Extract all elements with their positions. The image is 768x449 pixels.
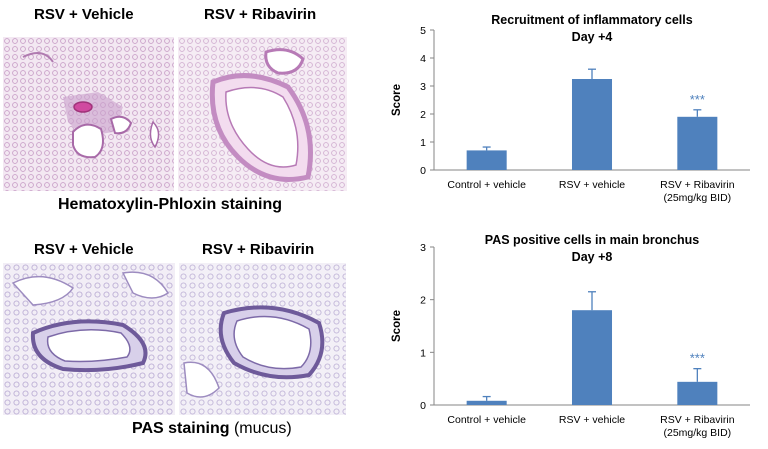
chart-title: Recruitment of inflammatory cells xyxy=(491,13,692,27)
y-tick-label: 5 xyxy=(420,25,426,37)
y-tick-label: 1 xyxy=(420,347,426,359)
chart-subtitle: Day +8 xyxy=(572,250,613,264)
x-tick-label: RSV + vehicle xyxy=(559,414,625,426)
bar xyxy=(571,79,613,170)
x-tick-label: RSV + vehicle xyxy=(559,179,625,191)
y-tick-label: 3 xyxy=(420,242,426,254)
he-ribavirin-micrograph xyxy=(178,37,347,191)
pas-vehicle-label: RSV + Vehicle xyxy=(34,241,134,258)
x-tick-label: Control + vehicle xyxy=(447,179,526,191)
pas-positive-cells-chart: PAS positive cells in main bronchus Day +… xyxy=(391,233,750,439)
he-vehicle-label: RSV + Vehicle xyxy=(34,6,134,23)
y-tick-label: 1 xyxy=(420,137,426,149)
x-tick-label: Control + vehicle xyxy=(447,414,526,426)
y-axis-label: Score xyxy=(391,84,403,116)
x-tick-label: RSV + Ribavirin (25mg/kg BID) xyxy=(660,179,735,204)
x-tick-label: RSV + Ribavirin (25mg/kg BID) xyxy=(660,414,735,439)
bar xyxy=(466,150,507,170)
chart-subtitle: Day +4 xyxy=(572,30,613,44)
y-tick-label: 2 xyxy=(420,109,426,121)
y-tick-label: 2 xyxy=(420,295,426,307)
significance-marker: *** xyxy=(690,351,705,366)
bar xyxy=(677,381,718,405)
y-tick-label: 3 xyxy=(420,81,426,93)
y-axis-label: Score xyxy=(391,310,403,342)
inflammatory-cells-chart: Recruitment of inflammatory cells Day +4 0… xyxy=(391,13,750,204)
pas-caption: PAS staining (mucus) xyxy=(132,420,292,437)
bar xyxy=(571,310,613,405)
he-vehicle-micrograph xyxy=(3,37,174,191)
y-tick-label: 0 xyxy=(420,400,426,412)
significance-marker: *** xyxy=(690,92,705,107)
pas-ribavirin-label: RSV + Ribavirin xyxy=(202,241,315,258)
he-ribavirin-label: RSV + Ribavirin xyxy=(204,6,317,23)
he-caption: Hematoxylin-Phloxin staining xyxy=(58,196,283,213)
y-tick-label: 4 xyxy=(420,53,426,65)
bar xyxy=(677,116,718,170)
y-tick-label: 0 xyxy=(420,165,426,177)
chart-title: PAS positive cells in main bronchus xyxy=(485,233,699,247)
pas-vehicle-micrograph xyxy=(3,263,175,415)
bar xyxy=(466,400,507,405)
pas-ribavirin-micrograph xyxy=(179,263,346,415)
